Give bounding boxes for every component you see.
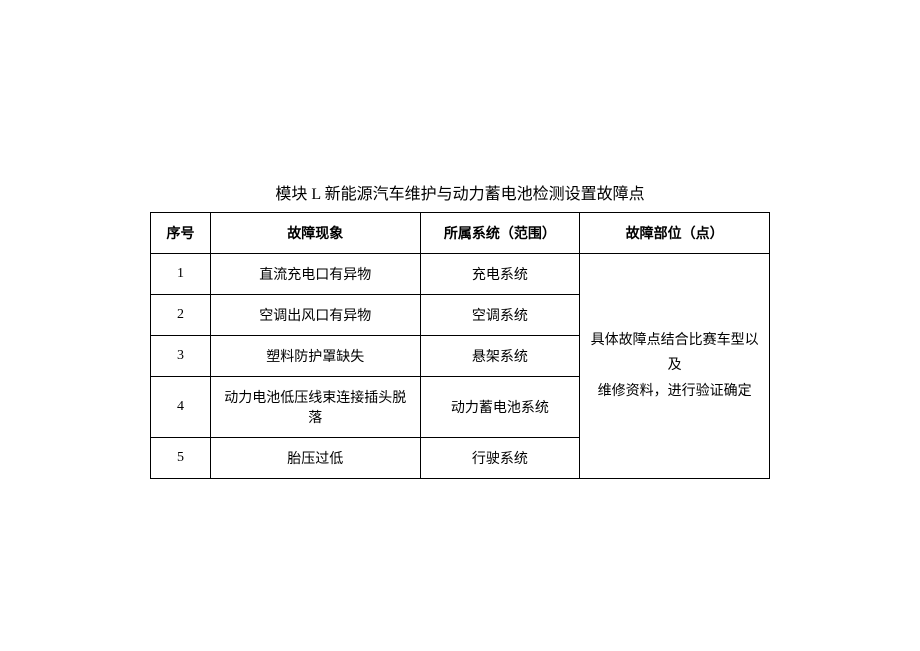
table-row: 1 直流充电口有异物 充电系统 具体故障点结合比赛车型以及 维修资料，进行验证确…: [151, 254, 770, 295]
cell-seq: 1: [151, 254, 211, 295]
cell-seq: 5: [151, 438, 211, 479]
cell-system: 空调系统: [420, 295, 580, 336]
cell-seq: 3: [151, 336, 211, 377]
header-fault: 故障部位（点）: [580, 213, 770, 254]
cell-phenomenon: 胎压过低: [210, 438, 420, 479]
fault-text-line2: 维修资料，进行验证确定: [588, 379, 761, 404]
fault-table: 序号 故障现象 所属系统（范围） 故障部位（点） 1 直流充电口有异物 充电系统…: [150, 212, 770, 479]
header-phenomenon: 故障现象: [210, 213, 420, 254]
table-title: 模块 L 新能源汽车维护与动力蓄电池检测设置故障点: [275, 180, 644, 204]
cell-phenomenon: 空调出风口有异物: [210, 295, 420, 336]
header-system: 所属系统（范围）: [420, 213, 580, 254]
cell-seq: 2: [151, 295, 211, 336]
cell-system: 行驶系统: [420, 438, 580, 479]
fault-text-line1: 具体故障点结合比赛车型以及: [588, 328, 761, 378]
cell-system: 动力蓄电池系统: [420, 377, 580, 438]
cell-seq: 4: [151, 377, 211, 438]
cell-phenomenon: 塑料防护罩缺失: [210, 336, 420, 377]
cell-phenomenon: 动力电池低压线束连接插头脱落: [210, 377, 420, 438]
cell-system: 充电系统: [420, 254, 580, 295]
table-header-row: 序号 故障现象 所属系统（范围） 故障部位（点）: [151, 213, 770, 254]
cell-phenomenon: 直流充电口有异物: [210, 254, 420, 295]
cell-fault-merged: 具体故障点结合比赛车型以及 维修资料，进行验证确定: [580, 254, 770, 479]
header-seq: 序号: [151, 213, 211, 254]
cell-system: 悬架系统: [420, 336, 580, 377]
